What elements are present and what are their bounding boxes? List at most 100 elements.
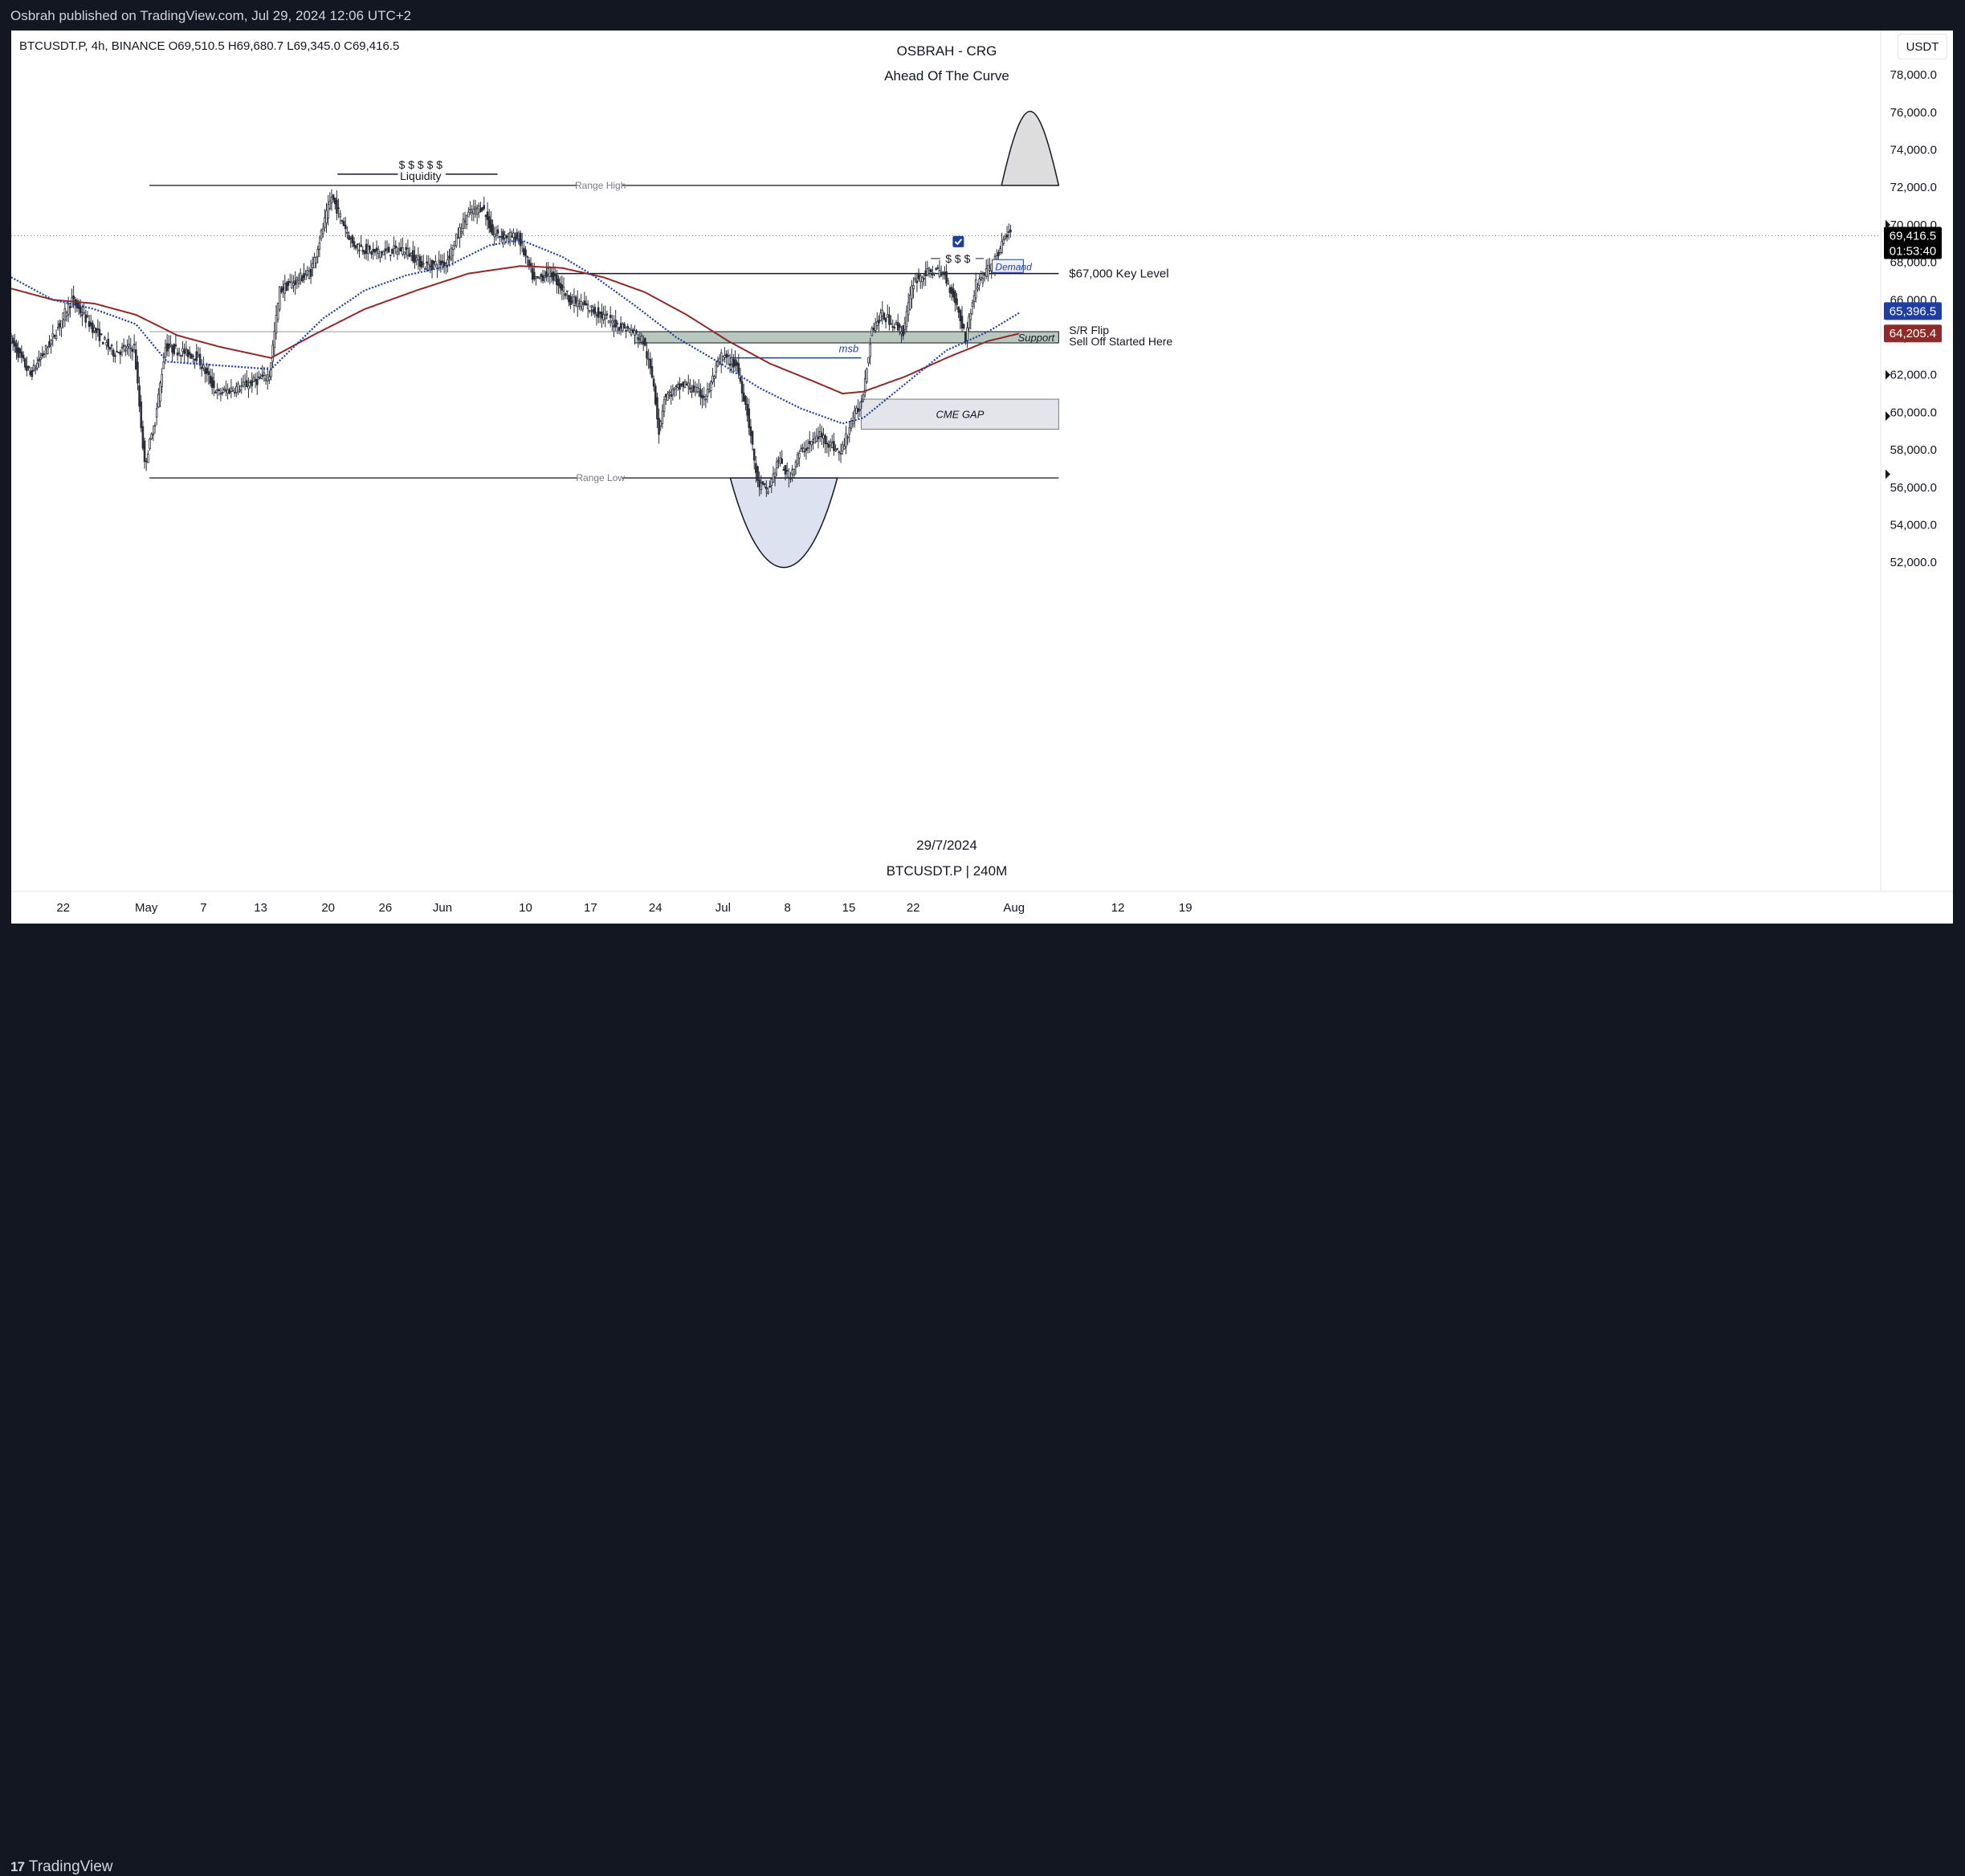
candle-body xyxy=(412,250,414,262)
candle-body xyxy=(817,436,820,439)
candle xyxy=(455,233,458,248)
candle xyxy=(472,199,475,222)
candle xyxy=(933,272,936,276)
candle-body xyxy=(246,380,248,388)
candle xyxy=(382,250,385,255)
currency-button[interactable]: USDT xyxy=(1898,34,1947,59)
candle xyxy=(869,337,872,365)
candle xyxy=(565,290,569,300)
candle-body xyxy=(500,236,503,238)
candle-body xyxy=(51,333,55,338)
candle xyxy=(851,411,854,428)
candle xyxy=(540,272,543,283)
candle-body xyxy=(185,348,188,350)
candle xyxy=(162,352,165,369)
candle-body xyxy=(948,287,952,293)
candle xyxy=(126,339,128,355)
candle xyxy=(15,339,18,360)
candle-body xyxy=(822,434,825,439)
candle xyxy=(658,408,660,444)
candle-body xyxy=(535,276,537,279)
candle-body xyxy=(422,263,425,265)
candle-body xyxy=(728,363,732,366)
candle xyxy=(23,357,26,370)
candle-body xyxy=(740,381,744,394)
candle xyxy=(238,385,241,394)
candle xyxy=(635,328,638,335)
candle xyxy=(405,243,408,259)
candle-body xyxy=(122,345,125,347)
candle xyxy=(415,254,418,266)
candle-body xyxy=(540,274,543,277)
candle xyxy=(623,322,626,329)
candle xyxy=(387,243,390,253)
candle-body xyxy=(340,219,344,222)
candle-body xyxy=(46,347,49,354)
candle-body xyxy=(357,243,359,246)
candle xyxy=(268,370,271,385)
candle-body xyxy=(980,277,983,280)
candle xyxy=(785,462,789,478)
tradingview-logo[interactable]: 17 TradingView xyxy=(10,1858,112,1876)
range-low-label: Range Low xyxy=(576,472,625,483)
candle xyxy=(451,244,455,266)
candle xyxy=(339,210,342,224)
candle xyxy=(11,334,14,352)
candle xyxy=(116,341,118,353)
candle xyxy=(613,315,615,337)
candle xyxy=(379,251,381,263)
candle-body xyxy=(490,219,492,233)
candle xyxy=(131,345,134,361)
candle xyxy=(344,216,347,238)
candle-body xyxy=(164,347,167,358)
cme-gap-label: CME GAP xyxy=(936,409,984,421)
time-tick-label: 8 xyxy=(784,901,790,915)
candle-body xyxy=(79,306,82,314)
candle-body xyxy=(420,261,423,267)
candle-body xyxy=(779,457,781,464)
candle xyxy=(22,351,25,362)
candle xyxy=(26,356,28,377)
candle xyxy=(434,255,437,268)
candle-body xyxy=(834,449,837,451)
candle xyxy=(147,450,149,463)
candle xyxy=(677,381,679,391)
candle xyxy=(671,384,675,401)
candle-body xyxy=(321,228,324,234)
candle-body xyxy=(81,314,84,316)
price-tick-label: 52,000.0 xyxy=(1890,556,1937,569)
candle xyxy=(150,432,153,440)
candle-body xyxy=(261,374,264,377)
checkbox-icon[interactable] xyxy=(952,235,964,247)
candle xyxy=(465,214,468,230)
candle xyxy=(27,365,30,371)
candle-body xyxy=(264,378,267,381)
candle xyxy=(888,307,891,331)
candle-body xyxy=(646,351,648,359)
candle xyxy=(478,202,480,218)
candle xyxy=(853,405,856,428)
chart-area[interactable]: Range High Range Low $67,000 Key Level S/R … xyxy=(10,31,1953,924)
time-tick-label: 24 xyxy=(649,901,662,915)
candle-body xyxy=(285,282,288,292)
candle xyxy=(43,350,46,359)
candle xyxy=(120,342,124,357)
candle-body xyxy=(393,245,395,250)
candle xyxy=(528,256,531,271)
candle xyxy=(929,268,932,279)
candle-body xyxy=(793,468,796,475)
time-tick-label: 13 xyxy=(254,901,267,915)
candle-body xyxy=(654,385,657,405)
price-chart[interactable]: Range High Range Low $67,000 Key Level S/R … xyxy=(10,31,1953,924)
candle xyxy=(523,243,525,257)
candle xyxy=(661,404,664,429)
candle xyxy=(231,386,234,392)
candle xyxy=(824,433,826,454)
candle-body xyxy=(457,236,459,239)
ma-slow-price-label-text: 64,205.4 xyxy=(1890,327,1936,341)
candle xyxy=(685,381,688,386)
candle-body xyxy=(602,314,605,320)
candle xyxy=(543,270,546,283)
candle-body xyxy=(67,304,70,316)
candle xyxy=(896,313,899,332)
